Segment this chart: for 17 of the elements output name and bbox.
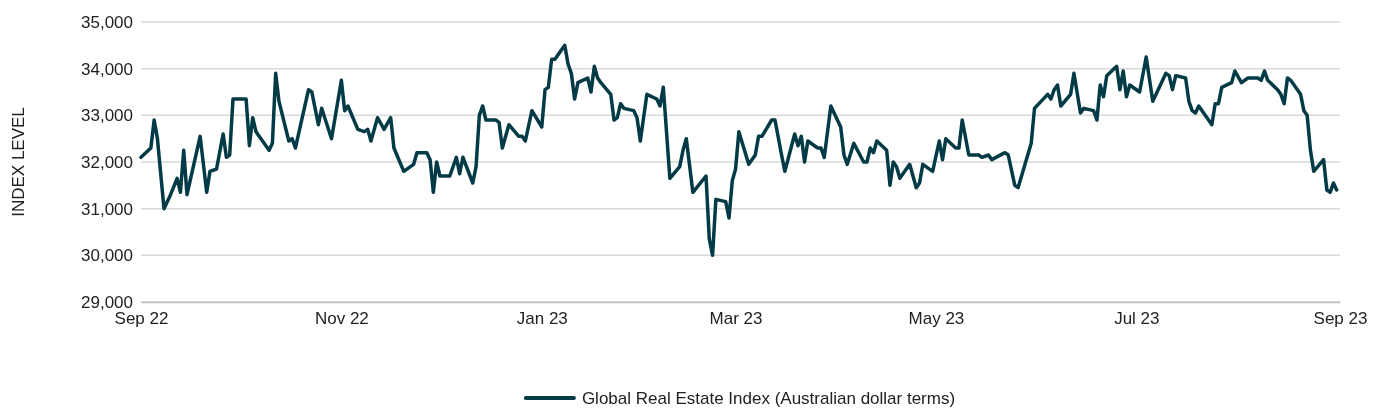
y-tick-label: 35,000 (81, 12, 133, 32)
x-tick-label: Sep 22 (114, 309, 169, 329)
y-axis-title: INDEX LEVEL (9, 107, 28, 217)
y-tick-label: 31,000 (81, 199, 133, 219)
x-tick-label: Mar 23 (709, 309, 763, 329)
x-tick-label: Jul 23 (1114, 309, 1160, 329)
y-tick-label: 32,000 (81, 152, 133, 172)
x-tick-label: Sep 23 (1313, 309, 1368, 329)
legend-label: Global Real Estate Index (Australian dollar terms) (581, 389, 956, 408)
y-tick-label: 34,000 (81, 59, 133, 79)
x-tick-label: May 23 (908, 309, 965, 329)
x-tick-label: Nov 22 (314, 309, 369, 329)
line-series (139, 43, 1339, 258)
y-tick-label: 30,000 (81, 246, 133, 266)
y-tick-label: 29,000 (81, 292, 133, 312)
y-tick-label: 33,000 (81, 106, 133, 126)
x-tick-label: Jan 23 (516, 309, 568, 329)
